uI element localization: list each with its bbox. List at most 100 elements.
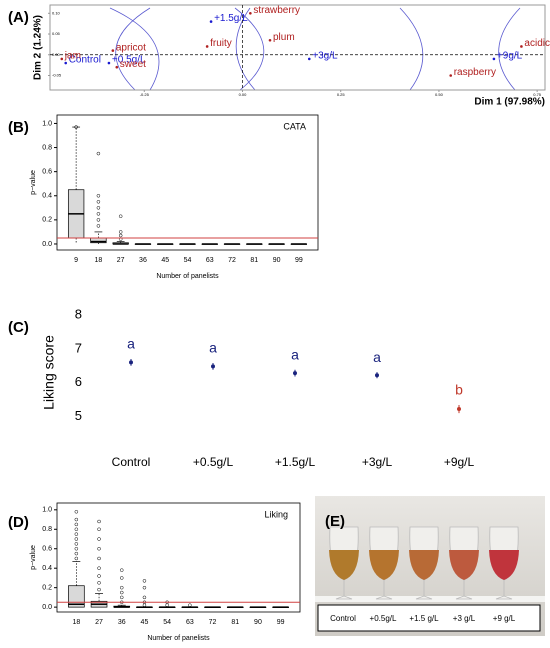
significance-letter: a (209, 340, 217, 356)
point (107, 61, 111, 65)
point (64, 61, 68, 65)
outlier (142, 595, 147, 600)
outlier (96, 200, 101, 204)
point-label: apricot (116, 42, 146, 53)
x-tick-label: 72 (209, 619, 217, 626)
x-tick-label: 18 (72, 619, 80, 626)
x-tick-label: 45 (141, 619, 149, 626)
point (492, 57, 496, 61)
point-label: jam (64, 51, 81, 62)
x-tick-label: 99 (277, 619, 285, 626)
point (293, 371, 297, 376)
significance-letter: b (455, 382, 463, 398)
y-tick-label: 0.10 (52, 10, 61, 15)
point-label: plum (273, 32, 295, 43)
point (268, 38, 272, 42)
x-axis-label: Number of panelists (156, 273, 219, 280)
y-tick-label: 0.8 (42, 526, 52, 533)
point (111, 49, 115, 52)
y-tick-label: 0.0 (42, 241, 52, 248)
y-tick-label: 1.0 (42, 120, 52, 127)
point (375, 373, 379, 378)
y-tick-label: 0.6 (42, 168, 52, 175)
outlier (74, 527, 79, 532)
x-tick-label: 54 (163, 619, 171, 626)
point (60, 57, 64, 61)
y-tick-label: 0.4 (42, 193, 52, 200)
point (115, 65, 119, 69)
y-axis-label: Liking score (41, 335, 57, 410)
outlier (120, 576, 124, 580)
outlier (74, 537, 79, 541)
x-tick-label: 36 (139, 257, 147, 264)
outlier (74, 546, 79, 551)
outlier (74, 551, 79, 556)
significance-letter: a (291, 346, 299, 362)
glass-label: +0.5g/L (370, 614, 397, 623)
outlier (120, 595, 124, 600)
point (307, 57, 311, 61)
point-label: +3g/L (312, 51, 338, 62)
point-label: +0.5g/L (112, 55, 146, 66)
outlier (120, 568, 124, 572)
outlier (142, 603, 147, 607)
y-tick-label: 0.4 (42, 565, 52, 572)
annotation: Liking (264, 509, 288, 519)
outlier (74, 510, 79, 514)
point (211, 364, 215, 369)
outlier (96, 151, 101, 156)
x-tick-label: 36 (118, 619, 126, 626)
outlier (96, 224, 101, 228)
outlier (96, 206, 101, 210)
photo (315, 496, 545, 636)
outlier (97, 537, 101, 541)
glass-label: +9 g/L (493, 614, 516, 623)
point (209, 20, 213, 23)
outlier (118, 214, 123, 218)
outlier (97, 519, 101, 524)
outlier (97, 587, 101, 592)
x-tick-label: Control (112, 455, 151, 469)
x-tick-label: 81 (231, 619, 239, 626)
y-tick-label: 5 (75, 408, 82, 423)
x-tick-label: 0.75 (533, 92, 542, 97)
glass-label: +1.5 g/L (409, 614, 439, 623)
x-tick-label: +1.5g/L (275, 455, 316, 469)
x-tick-label: +9g/L (444, 455, 475, 469)
point-label: acidic (524, 38, 550, 49)
plot-frame (56, 114, 319, 251)
x-tick-label: 63 (206, 257, 214, 264)
point-label: fruity (210, 38, 232, 49)
outlier (97, 574, 101, 578)
glass-label: Control (330, 614, 356, 623)
outlier (97, 527, 101, 532)
panel-label: (D) (8, 514, 29, 531)
y-tick-label: 7 (75, 340, 82, 355)
outlier (74, 556, 79, 561)
y-tick-label: -0.05 (52, 73, 62, 78)
y-tick-label: 0.2 (42, 585, 52, 592)
outlier (120, 590, 124, 595)
outlier (74, 522, 79, 527)
panel-label: (B) (8, 119, 29, 136)
glasses (329, 526, 519, 600)
outlier (165, 603, 169, 607)
y-tick-label: 0.2 (42, 217, 52, 224)
glass-label: +3 g/L (453, 614, 476, 623)
point-label: +1.5g/L (214, 13, 248, 24)
y-tick-label: 6 (75, 374, 82, 389)
y-tick-label: 0.00 (52, 52, 61, 57)
point (457, 407, 461, 412)
point-label: sweet (120, 59, 146, 70)
outlier (97, 546, 101, 551)
x-tick-label: 0.50 (435, 92, 444, 97)
x-tick-label: +3g/L (362, 455, 393, 469)
outlier (142, 585, 147, 590)
outlier (96, 212, 101, 216)
significance-letter: a (373, 349, 381, 365)
plot-frame (56, 502, 301, 613)
point (520, 45, 523, 48)
x-tick-label: 63 (186, 619, 194, 626)
y-tick-label: 1.0 (42, 507, 52, 514)
